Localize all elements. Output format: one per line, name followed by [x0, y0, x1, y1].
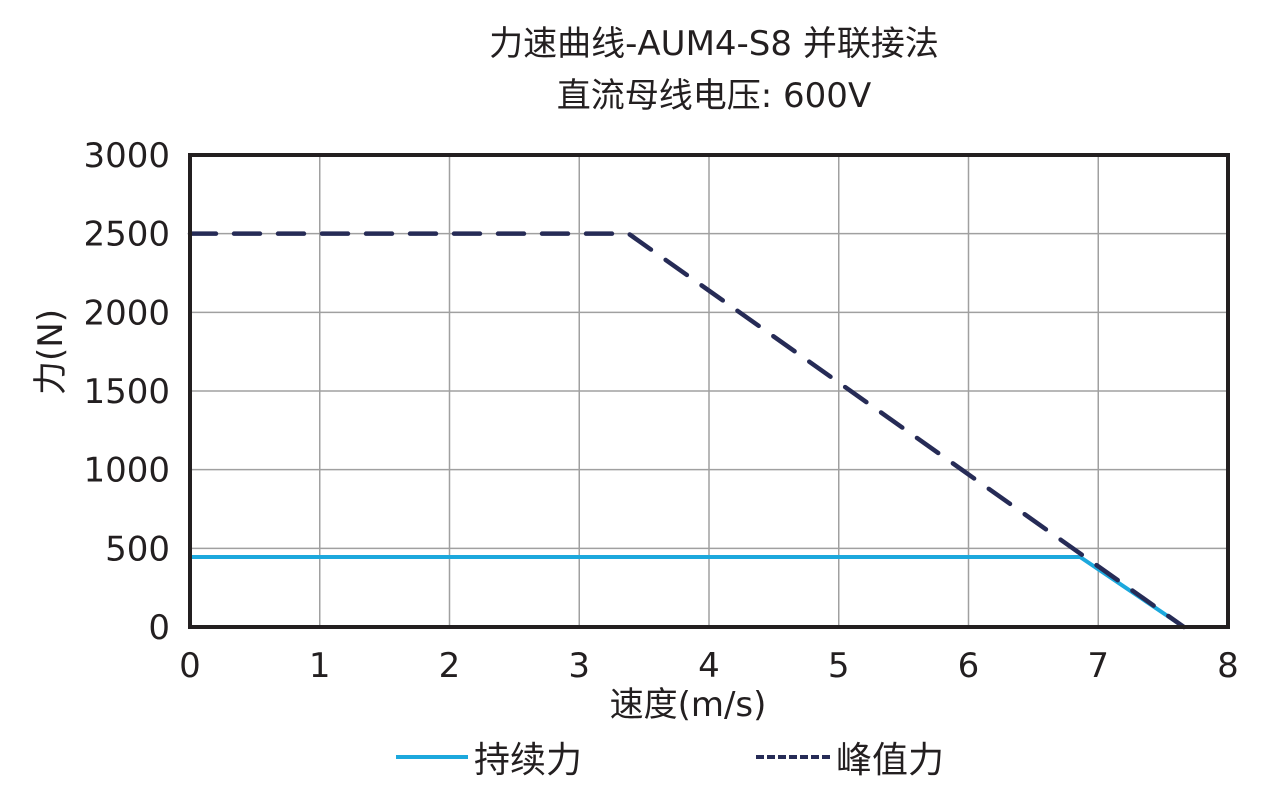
- y-tick-label: 2500: [83, 215, 170, 255]
- chart-title: 力速曲线-AUM4-S8 并联接法: [489, 24, 939, 64]
- x-tick-label: 1: [309, 646, 331, 686]
- y-tick-label: 2000: [83, 293, 170, 333]
- legend-label-peak: 峰值力: [836, 740, 945, 781]
- dashed-line-icon: [756, 755, 830, 759]
- x-tick-label: 7: [1087, 646, 1109, 686]
- x-axis-label: 速度(m/s): [610, 685, 767, 725]
- legend-item-peak: 峰值力: [756, 732, 944, 782]
- x-tick-label: 5: [828, 646, 850, 686]
- x-tick-label: 2: [439, 646, 461, 686]
- y-axis-label: 力(N): [31, 309, 71, 395]
- solid-line-icon: [396, 755, 468, 759]
- x-tick-label: 6: [958, 646, 980, 686]
- continuous-force-line: [188, 554, 1186, 629]
- x-tick-label: 0: [179, 646, 201, 686]
- axis-ticks: 0 1 2 3 4 5 6 7 8 0 500 1000 1500 2000 2500 3000: [83, 136, 1238, 686]
- x-tick-label: 3: [568, 646, 590, 686]
- legend-label-continuous: 持续力: [474, 740, 583, 781]
- peak-force-line: [187, 231, 1187, 630]
- y-tick-label: 1000: [83, 451, 170, 491]
- y-tick-label: 3000: [83, 136, 170, 176]
- x-tick-label: 8: [1217, 646, 1239, 686]
- legend-item-continuous: 持续力: [396, 732, 582, 782]
- chart-subtitle: 直流母线电压: 600V: [556, 76, 872, 116]
- data-series: [187, 231, 1187, 630]
- x-tick-label: 4: [698, 646, 720, 686]
- y-tick-label: 0: [148, 608, 170, 648]
- y-tick-label: 500: [105, 529, 170, 569]
- y-tick-label: 1500: [83, 372, 170, 412]
- plot-frame: [188, 153, 1230, 629]
